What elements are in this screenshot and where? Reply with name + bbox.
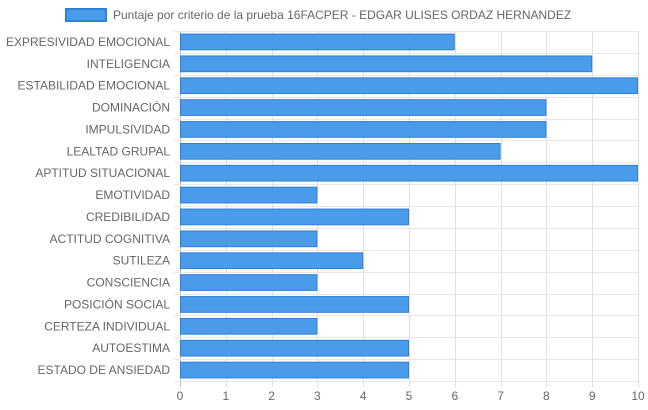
bar[interactable]	[180, 252, 364, 270]
bar[interactable]	[180, 186, 318, 204]
x-tick-label: 10	[631, 389, 645, 403]
category-label: ESTABILIDAD EMOCIONAL	[18, 79, 171, 93]
category-label: EMOTIVIDAD	[95, 188, 170, 202]
bars	[180, 33, 638, 379]
x-tick-label: 7	[497, 389, 504, 403]
category-label: IMPULSIVIDAD	[85, 122, 170, 136]
category-label: AUTOESTIMA	[92, 341, 170, 355]
bar[interactable]	[180, 361, 409, 379]
legend[interactable]: Puntaje por criterio de la prueba 16FACP…	[65, 8, 571, 22]
category-labels: EXPRESIVIDAD EMOCIONAL INTELIGENCIA ESTABI…	[6, 35, 170, 377]
x-axis-ticks: 0 1 2 3 4 5 6 7 8 9 10	[177, 389, 645, 403]
x-tick-label: 6	[451, 389, 458, 403]
category-label: POSICIÓN SOCIAL	[64, 296, 170, 311]
category-label: DOMINACIÓN	[92, 100, 170, 115]
x-tick-label: 0	[177, 389, 184, 403]
category-label: EXPRESIVIDAD EMOCIONAL	[6, 35, 170, 49]
bar[interactable]	[180, 317, 318, 335]
legend-label: Puntaje por criterio de la prueba 16FACP…	[113, 8, 571, 22]
x-tick-label: 8	[543, 389, 550, 403]
category-label: LEALTAD GRUPAL	[67, 144, 171, 158]
bar[interactable]	[180, 164, 638, 182]
bar[interactable]	[180, 142, 501, 160]
bar[interactable]	[180, 230, 318, 248]
x-tick-label: 3	[314, 389, 321, 403]
x-tick-label: 9	[589, 389, 596, 403]
category-label: APTITUD SITUACIONAL	[35, 166, 170, 180]
category-label: ESTADO DE ANSIEDAD	[38, 363, 171, 377]
category-label: CONSCIENCIA	[87, 276, 170, 290]
x-tick-label: 1	[222, 389, 229, 403]
bar[interactable]	[180, 77, 638, 95]
category-label: CERTEZA INDIVIDUAL	[44, 319, 170, 333]
x-tick-label: 5	[406, 389, 413, 403]
category-label: CREDIBILIDAD	[86, 210, 170, 224]
bar[interactable]	[180, 339, 409, 357]
category-label: SUTILEZA	[113, 254, 170, 268]
category-label: ACTITUD COGNITIVA	[50, 232, 170, 246]
bar[interactable]	[180, 121, 547, 138]
bar[interactable]	[180, 274, 318, 291]
x-tick-label: 2	[268, 389, 275, 403]
legend-swatch	[65, 8, 107, 22]
bar[interactable]	[180, 296, 409, 313]
bar[interactable]	[180, 33, 455, 51]
bar[interactable]	[180, 99, 547, 116]
category-label: INTELIGENCIA	[87, 57, 170, 71]
bar[interactable]	[180, 208, 409, 226]
x-tick-label: 4	[360, 389, 367, 403]
bar[interactable]	[180, 55, 593, 73]
